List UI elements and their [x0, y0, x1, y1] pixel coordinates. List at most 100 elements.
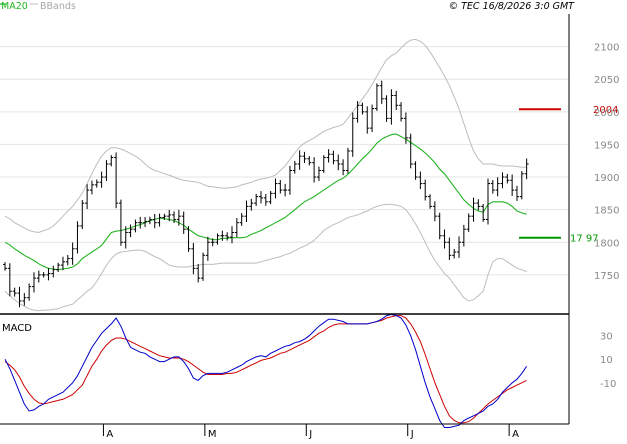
price-bar: [70, 242, 75, 265]
month-label: A: [106, 429, 113, 440]
price-bar: [302, 151, 307, 164]
price-bar: [341, 159, 346, 176]
price-bar: [152, 213, 157, 229]
price-bar: [476, 199, 481, 211]
price-bar: [94, 179, 99, 188]
price-bar: [355, 101, 360, 123]
price-tick-label: 1800: [594, 238, 619, 249]
price-bar: [85, 184, 90, 209]
price-bar: [437, 212, 442, 240]
price-bar: [239, 213, 244, 226]
price-bar: [109, 155, 114, 167]
price-bar: [452, 248, 457, 259]
price-bar: [384, 95, 389, 122]
resistance-label: 2004: [593, 105, 618, 116]
price-bar: [524, 158, 529, 180]
month-label: J: [410, 429, 414, 440]
price-bar: [490, 180, 495, 194]
price-bar: [22, 293, 27, 306]
price-bar: [27, 283, 32, 301]
price-bar: [244, 200, 249, 223]
price-bar: [471, 197, 476, 222]
price-tick-label: 2050: [594, 75, 619, 86]
price-bar: [114, 152, 119, 209]
price-bar: [331, 150, 336, 165]
price-bar: [273, 178, 278, 199]
price-tick-label: 2000: [594, 108, 619, 119]
macd-line: [4, 313, 528, 428]
price-bar: [133, 219, 138, 233]
chart-header: MA20 BBands © TEC 16/8/2026 3:0 GMT: [0, 1, 575, 12]
price-bar: [360, 102, 365, 115]
price-bar: [230, 226, 235, 244]
bollinger-bands: [4, 38, 527, 312]
price-bar: [172, 211, 177, 223]
price-bar: [486, 178, 490, 225]
price-bar: [379, 80, 384, 104]
price-bar: [312, 157, 317, 183]
price-bar: [408, 133, 413, 169]
price-bar: [432, 201, 437, 222]
price-tick-label: 2100: [594, 43, 619, 54]
price-bar: [510, 174, 515, 196]
price-bar: [316, 166, 321, 181]
price-bar: [75, 221, 80, 254]
price-bar: [186, 226, 191, 252]
price-bar: [423, 179, 428, 201]
ma20-polyline: [4, 133, 527, 271]
macd-title: MACD: [2, 323, 32, 334]
price-bar: [278, 180, 283, 194]
price-bar: [514, 185, 519, 201]
price-bar: [143, 217, 148, 227]
price-bar: [205, 236, 210, 261]
price-bar: [457, 236, 462, 258]
price-bar: [254, 193, 259, 206]
price-bar: [519, 171, 524, 200]
price-bar: [210, 238, 215, 247]
price-bar: [447, 237, 452, 260]
price-bar: [31, 272, 36, 293]
price-bar: [500, 172, 505, 189]
price-bar: [345, 147, 350, 174]
macd-tick-label: 30: [600, 332, 613, 343]
price-bar: [263, 194, 268, 206]
price-bar: [89, 180, 94, 195]
price-bar: [505, 173, 510, 184]
price-bar: [481, 204, 486, 222]
price-bar: [104, 160, 109, 181]
price-bar: [138, 216, 143, 229]
price-bar: [181, 211, 186, 234]
price-bar: [176, 209, 181, 226]
price-bar: [292, 160, 297, 174]
bb-upper-line: [4, 38, 527, 234]
legend-ma20: MA20: [1, 1, 28, 12]
price-bar: [413, 161, 418, 180]
price-bar: [191, 242, 196, 275]
bb-lower-line: [4, 203, 527, 312]
price-bar: [297, 150, 302, 170]
month-label: A: [512, 429, 519, 440]
price-bar: [196, 264, 201, 283]
legend-bbands: BBands: [40, 1, 76, 12]
price-bar: [326, 149, 331, 163]
price-bar: [249, 198, 254, 211]
macd-tick-label: 10: [600, 355, 613, 366]
price-bar: [370, 104, 375, 133]
price-bar: [374, 83, 379, 111]
price-bar: [12, 287, 17, 297]
price-bar: [442, 229, 447, 249]
price-bar: [99, 171, 104, 188]
price-bar: [466, 213, 471, 232]
price-tick-label: 1900: [594, 173, 619, 184]
price-bar: [403, 112, 408, 144]
price-bar: [162, 213, 167, 220]
price-bar: [389, 89, 394, 125]
price-bar: [7, 263, 12, 297]
price-bar: [201, 252, 206, 281]
price-bar: [51, 265, 56, 278]
chart-copyright: © TEC 16/8/2026 3:0 GMT: [449, 1, 576, 12]
price-bar: [220, 230, 225, 241]
price-bar: [56, 262, 61, 272]
price-bar: [287, 165, 292, 195]
price-bar: [123, 226, 128, 249]
